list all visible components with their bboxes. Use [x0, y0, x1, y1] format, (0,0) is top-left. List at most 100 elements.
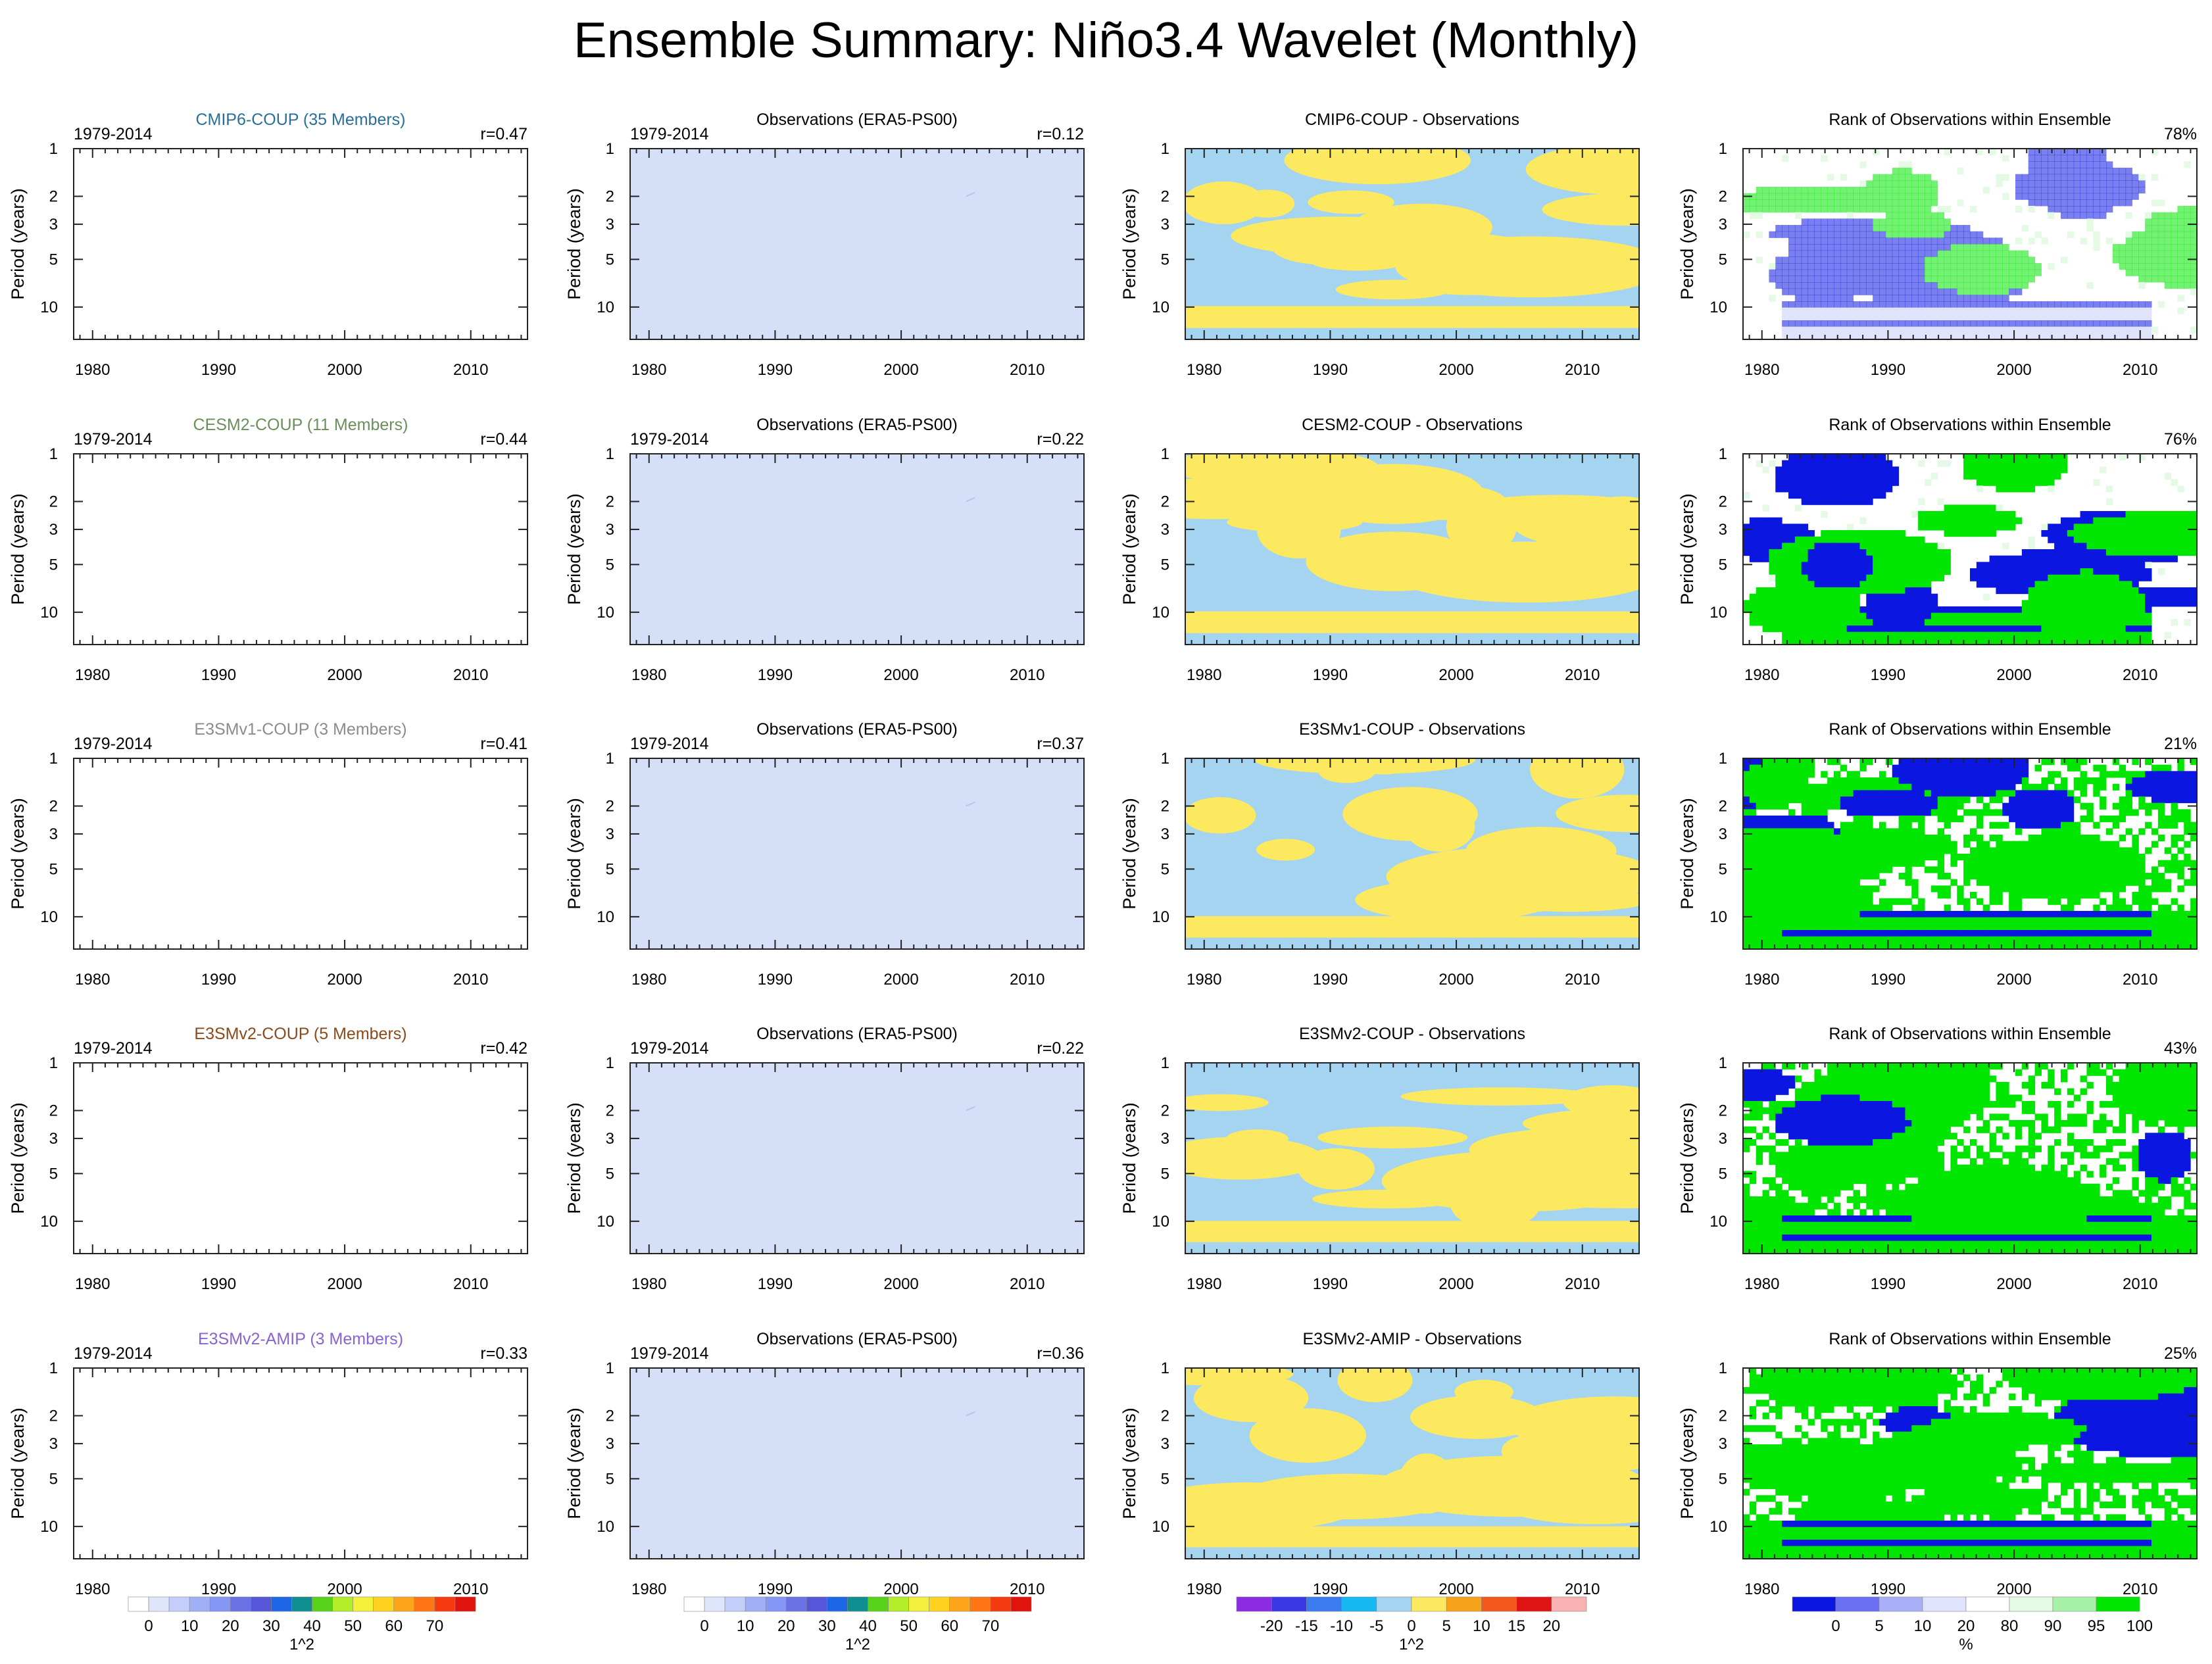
- rank-cell: [1756, 231, 1763, 238]
- rank-cell: [1840, 530, 1848, 537]
- rank-cell: [1775, 612, 1782, 620]
- rank-cell: [1769, 593, 1776, 600]
- rank-cell: [1885, 860, 1893, 867]
- rank-cell: [1989, 288, 1996, 295]
- rank-cell: [2190, 771, 2197, 778]
- rank-cell: [1846, 237, 1854, 245]
- rank-cell: [1989, 149, 1996, 156]
- rank-cell: [2002, 543, 2009, 550]
- rank-cell: [1976, 479, 1984, 486]
- rank-cell: [1788, 581, 1796, 588]
- rank-cell: [1970, 783, 1977, 791]
- rank-cell: [2021, 841, 2029, 848]
- rank-cell: [1756, 524, 1763, 531]
- rank-cell: [2151, 244, 2159, 251]
- rank-cell: [1756, 828, 1763, 835]
- rank-cell: [2080, 193, 2087, 200]
- rank-cell: [1782, 485, 1789, 493]
- rank-cell: [1840, 174, 1848, 181]
- rank-cell: [2151, 199, 2159, 207]
- rank-cell: [2009, 816, 2016, 823]
- rank-cell: [1937, 276, 1945, 283]
- rank-cell: [1827, 466, 1834, 474]
- rank-cell: [2034, 619, 2042, 626]
- rank-cell: [1788, 600, 1796, 607]
- rank-cell: [1827, 479, 1834, 486]
- rank-cell: [2138, 282, 2146, 289]
- rank-cell: [1827, 187, 1834, 194]
- rank-cell: [2164, 879, 2172, 886]
- rank-cell: [1801, 199, 1809, 207]
- rank-cell: [1982, 574, 1990, 581]
- y-axis-label: Period (years): [564, 493, 584, 605]
- rank-cell: [2015, 802, 2023, 810]
- rank-cell: [1930, 574, 1938, 581]
- rank-cell: [2112, 530, 2120, 537]
- rank-cell: [1885, 562, 1893, 569]
- rank-cell: [2041, 587, 2048, 595]
- rank-cell: [1859, 612, 1867, 620]
- rank-cell: [1885, 783, 1893, 791]
- rank-cell: [1846, 530, 1854, 537]
- rank-cell: [1801, 257, 1809, 264]
- rank-cell: [2048, 612, 2055, 620]
- rank-cell: [2138, 333, 2146, 339]
- rank-cell: [1801, 193, 1809, 200]
- rank-cell: [1898, 841, 1905, 848]
- rank-cell: [1794, 828, 1802, 835]
- rank-cell: [2125, 777, 2132, 785]
- rank-cell: [2171, 231, 2178, 238]
- rank-cell: [1801, 593, 1809, 600]
- x-tick-label: 2010: [1010, 971, 1045, 989]
- rank-cell: [1925, 517, 1932, 524]
- rank-cell: [2164, 771, 2172, 778]
- rank-cell: [1775, 530, 1782, 537]
- rank-cell: [1898, 631, 1905, 639]
- rank-cell: [1846, 885, 1854, 893]
- rank-cell: [1821, 841, 1828, 848]
- rank-cell: [1918, 796, 1925, 804]
- rank-cell: [1905, 802, 1912, 810]
- rank-cell: [2002, 562, 2009, 569]
- rank-cell: [1859, 873, 1867, 880]
- y-tick-label: 3: [1161, 216, 1169, 233]
- rank-cell: [1807, 828, 1815, 835]
- rank-cell: [1996, 581, 2003, 588]
- rank-cell: [2093, 333, 2100, 339]
- rank-cell: [1788, 454, 1796, 461]
- rank-cell: [1892, 314, 1900, 321]
- rank-cell: [1957, 625, 1964, 633]
- rank-cell: [2177, 269, 2184, 276]
- rank-cell: [1846, 790, 1854, 797]
- rank-cell: [2145, 307, 2152, 314]
- rank-cell: [1756, 802, 1763, 810]
- rank-cell: [1892, 593, 1900, 600]
- rank-cell: [2093, 841, 2100, 848]
- rank-cell: [2034, 301, 2042, 308]
- rank-cell: [1782, 790, 1789, 797]
- rank-cell: [1963, 764, 1971, 771]
- rank-cell: [1911, 568, 1919, 575]
- rank-cell: [1834, 771, 1841, 778]
- rank-cell: [2067, 193, 2075, 200]
- rank-cell: [2112, 301, 2120, 308]
- rank-cell: [1801, 543, 1809, 550]
- rank-cell: [2119, 619, 2126, 626]
- rank-cell: [1788, 828, 1796, 835]
- rank-cell: [2184, 771, 2191, 778]
- rank-cell: [2034, 612, 2042, 620]
- rank-cell: [2138, 873, 2146, 880]
- rank-cell: [1788, 821, 1796, 829]
- rank-cell: [1879, 333, 1886, 339]
- rank-cell: [1911, 847, 1919, 854]
- rank-cell: [2112, 879, 2120, 886]
- rank-cell: [1892, 263, 1900, 270]
- rank-cell: [1794, 199, 1802, 207]
- rank-cell: [1944, 549, 1951, 556]
- rank-cell: [1885, 314, 1893, 321]
- rank-cell: [1937, 301, 1945, 308]
- rank-cell: [2100, 606, 2107, 614]
- rank-cell: [2002, 879, 2009, 886]
- rank-cell: [1807, 631, 1815, 639]
- rank-cell: [1866, 307, 1873, 314]
